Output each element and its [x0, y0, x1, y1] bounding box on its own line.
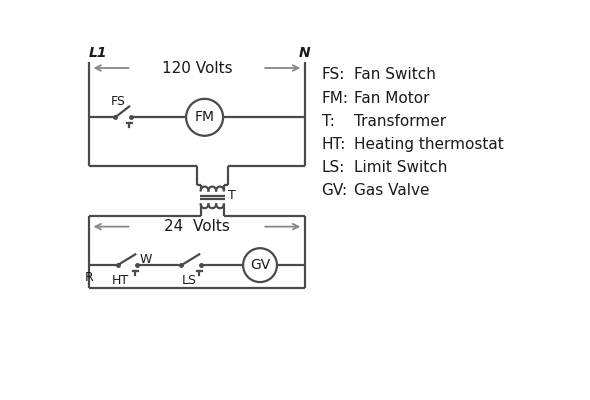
Text: FM: FM [195, 110, 215, 124]
Text: T: T [228, 188, 235, 202]
Text: N: N [299, 46, 310, 60]
Text: 120 Volts: 120 Volts [162, 60, 232, 76]
Text: R: R [85, 271, 93, 284]
Text: Heating thermostat: Heating thermostat [354, 137, 504, 152]
Text: Transformer: Transformer [354, 114, 446, 129]
Text: T:: T: [322, 114, 335, 129]
Text: Gas Valve: Gas Valve [354, 183, 430, 198]
Text: HT:: HT: [322, 137, 346, 152]
Text: FS: FS [111, 96, 126, 108]
Text: Fan Switch: Fan Switch [354, 68, 436, 82]
Text: LS: LS [182, 274, 196, 287]
Text: 24  Volts: 24 Volts [164, 219, 230, 234]
Text: W: W [139, 253, 152, 266]
Text: L1: L1 [89, 46, 107, 60]
Text: FM:: FM: [322, 90, 349, 106]
Text: HT: HT [112, 274, 129, 287]
Text: Fan Motor: Fan Motor [354, 90, 430, 106]
Text: GV: GV [250, 258, 270, 272]
Text: FS:: FS: [322, 68, 345, 82]
Text: GV:: GV: [322, 183, 348, 198]
Text: LS:: LS: [322, 160, 345, 175]
Text: Limit Switch: Limit Switch [354, 160, 447, 175]
